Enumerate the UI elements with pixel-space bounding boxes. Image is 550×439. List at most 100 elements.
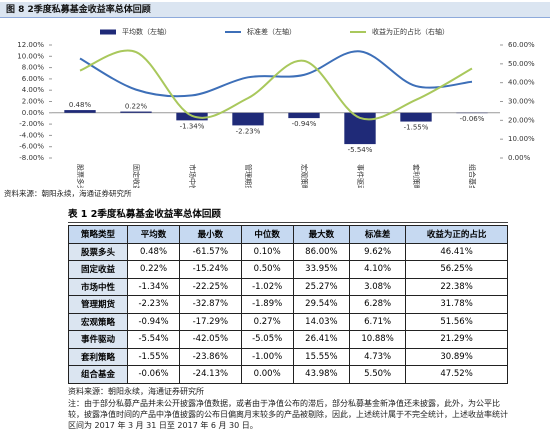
legend-label: 标准差（左轴） — [247, 27, 296, 36]
table-cell: -61.57% — [179, 242, 242, 261]
table-cell: -1.89% — [240, 295, 294, 314]
header-cell: 收益为正的占比 — [405, 225, 508, 244]
table-row: 事件驱动 -5.54% -42.05% -5.05% 26.41% 10.88% 21.29… — [68, 330, 508, 349]
table-cell: -42.05% — [179, 330, 242, 349]
y2-tick-label: 60.00% — [508, 41, 535, 49]
x-tick-label: 固定收益 — [132, 164, 141, 188]
table-cell: -0.94% — [126, 312, 181, 331]
table-cell: 47.52% — [405, 365, 508, 384]
table-cell: -24.13% — [179, 365, 242, 384]
y2-tick-label: 40.00% — [508, 79, 535, 87]
table-cell: 4.10% — [348, 260, 407, 279]
data-label: -5.54% — [348, 146, 373, 154]
table-cell: -23.86% — [179, 347, 242, 366]
table-cell: 0.50% — [240, 260, 294, 279]
x-tick-label: 事件驱动 — [356, 164, 365, 188]
y-tick-label: 12.00% — [17, 41, 44, 49]
table-cell: -15.24% — [179, 260, 242, 279]
data-label: 0.48% — [69, 101, 92, 109]
table-cell: 14.03% — [292, 312, 350, 331]
legend-label: 收益为正的占比（右轴） — [372, 27, 449, 36]
table-cell: -17.29% — [179, 312, 242, 331]
table-row: 宏观策略 -0.94% -17.29% 0.27% 14.03% 6.71% 51.56% — [68, 312, 508, 331]
header-cell: 策略类型 — [68, 225, 128, 244]
table-cell: 15.55% — [292, 347, 350, 366]
table-cell: 4.73% — [348, 347, 407, 366]
y2-tick-label: 30.00% — [508, 98, 535, 106]
table-cell: -1.55% — [126, 347, 181, 366]
y-tick-label: -4.00% — [19, 131, 44, 139]
table-cell: -1.00% — [240, 347, 294, 366]
x-tick-label: 组合基金 — [468, 164, 477, 188]
table-cell: 26.41% — [292, 330, 350, 349]
table: 策略类型 平均数 最小数 中位数 最大数 标准差 收益为正的占比 股票多头 0.48% -61.5… — [68, 225, 508, 384]
data-label: -0.06% — [460, 115, 485, 123]
table-cell: 0.22% — [126, 260, 181, 279]
x-tick-label: 管理期货 — [244, 164, 253, 188]
data-label: -0.94% — [292, 120, 317, 128]
table-cell: 5.50% — [348, 365, 407, 384]
line — [79, 50, 473, 98]
table-cell: 43.98% — [292, 365, 350, 384]
header-cell: 最大数 — [292, 225, 350, 244]
y-tick-label: 10.00% — [17, 52, 44, 60]
header-cell: 最小数 — [179, 225, 242, 244]
table-cell: 市场中性 — [68, 277, 128, 296]
table-cell: 33.95% — [292, 260, 350, 279]
y-tick-label: -2.00% — [19, 120, 44, 128]
data-label: -2.23% — [236, 127, 261, 135]
table-cell: 51.56% — [405, 312, 508, 331]
table-cell: 10.88% — [348, 330, 407, 349]
table-cell: 管理期货 — [68, 295, 128, 314]
bar — [120, 111, 152, 113]
table-row: 市场中性 -1.34% -22.25% -1.02% 25.27% 3.08% 22.38% — [68, 277, 508, 296]
line — [79, 49, 473, 121]
table-cell: 6.28% — [348, 295, 407, 314]
y2-tick-label: 20.00% — [508, 116, 535, 124]
table-caption: 表 1 2季度私募基金收益率总体回顾 — [68, 206, 508, 223]
table-cell: 22.38% — [405, 277, 508, 296]
table-cell: 事件驱动 — [68, 330, 128, 349]
table-cell: 21.29% — [405, 330, 508, 349]
table-row: 股票多头 0.48% -61.57% 0.10% 86.00% 9.62% 46.41% — [68, 242, 508, 261]
table-cell: 25.27% — [292, 277, 350, 296]
table-cell: 0.00% — [240, 365, 294, 384]
y-tick-label: 8.00% — [22, 64, 45, 72]
table-row: 套利策略 -1.55% -23.86% -1.00% 15.55% 4.73% 30.89% — [68, 347, 508, 366]
y-tick-label: 0.00% — [22, 109, 45, 117]
table-cell: -32.87% — [179, 295, 242, 314]
x-tick-label: 套利策略 — [412, 164, 421, 188]
table-row: 固定收益 0.22% -15.24% 0.50% 33.95% 4.10% 56.25% — [68, 260, 508, 279]
x-tick-label: 市场中性 — [188, 164, 197, 188]
table-cell: -2.23% — [126, 295, 181, 314]
chart: -8.00% -6.00% -4.00% -2.00% 0.00% 2.00% 4.00% 6… — [17, 27, 535, 188]
data-label: -1.55% — [404, 124, 429, 132]
table-cell: 套利策略 — [68, 347, 128, 366]
table-cell: 3.08% — [348, 277, 407, 296]
y-tick-label: 6.00% — [22, 75, 45, 83]
table-cell: -1.02% — [240, 277, 294, 296]
y-tick-label: -6.00% — [19, 143, 44, 151]
table-cell: 29.54% — [292, 295, 350, 314]
table-cell: 0.48% — [126, 242, 181, 261]
legend-swatch — [100, 29, 116, 35]
header-cell: 标准差 — [348, 225, 407, 244]
x-tick-label: 宏观策略 — [300, 164, 309, 188]
table-cell: -0.06% — [126, 365, 181, 384]
table-cell: 86.00% — [292, 242, 350, 261]
table-source: 资料来源：朝阳永续，海通证券研究所 — [68, 387, 204, 396]
x-tick-label: 股票多头 — [76, 164, 85, 188]
table-cell: -1.34% — [126, 277, 181, 296]
legend-label: 平均数（左轴） — [122, 27, 171, 36]
header-cell: 中位数 — [240, 225, 294, 244]
y-tick-label: -8.00% — [19, 154, 44, 162]
y2-tick-label: 50.00% — [508, 60, 535, 68]
table-cell: 9.62% — [348, 242, 407, 261]
table-cell: 宏观策略 — [68, 312, 128, 331]
table-cell: 固定收益 — [68, 260, 128, 279]
bar — [400, 112, 432, 122]
table-cell: 股票多头 — [68, 242, 128, 261]
table-cell: 46.41% — [405, 242, 508, 261]
y2-tick-label: 10.00% — [508, 135, 535, 143]
